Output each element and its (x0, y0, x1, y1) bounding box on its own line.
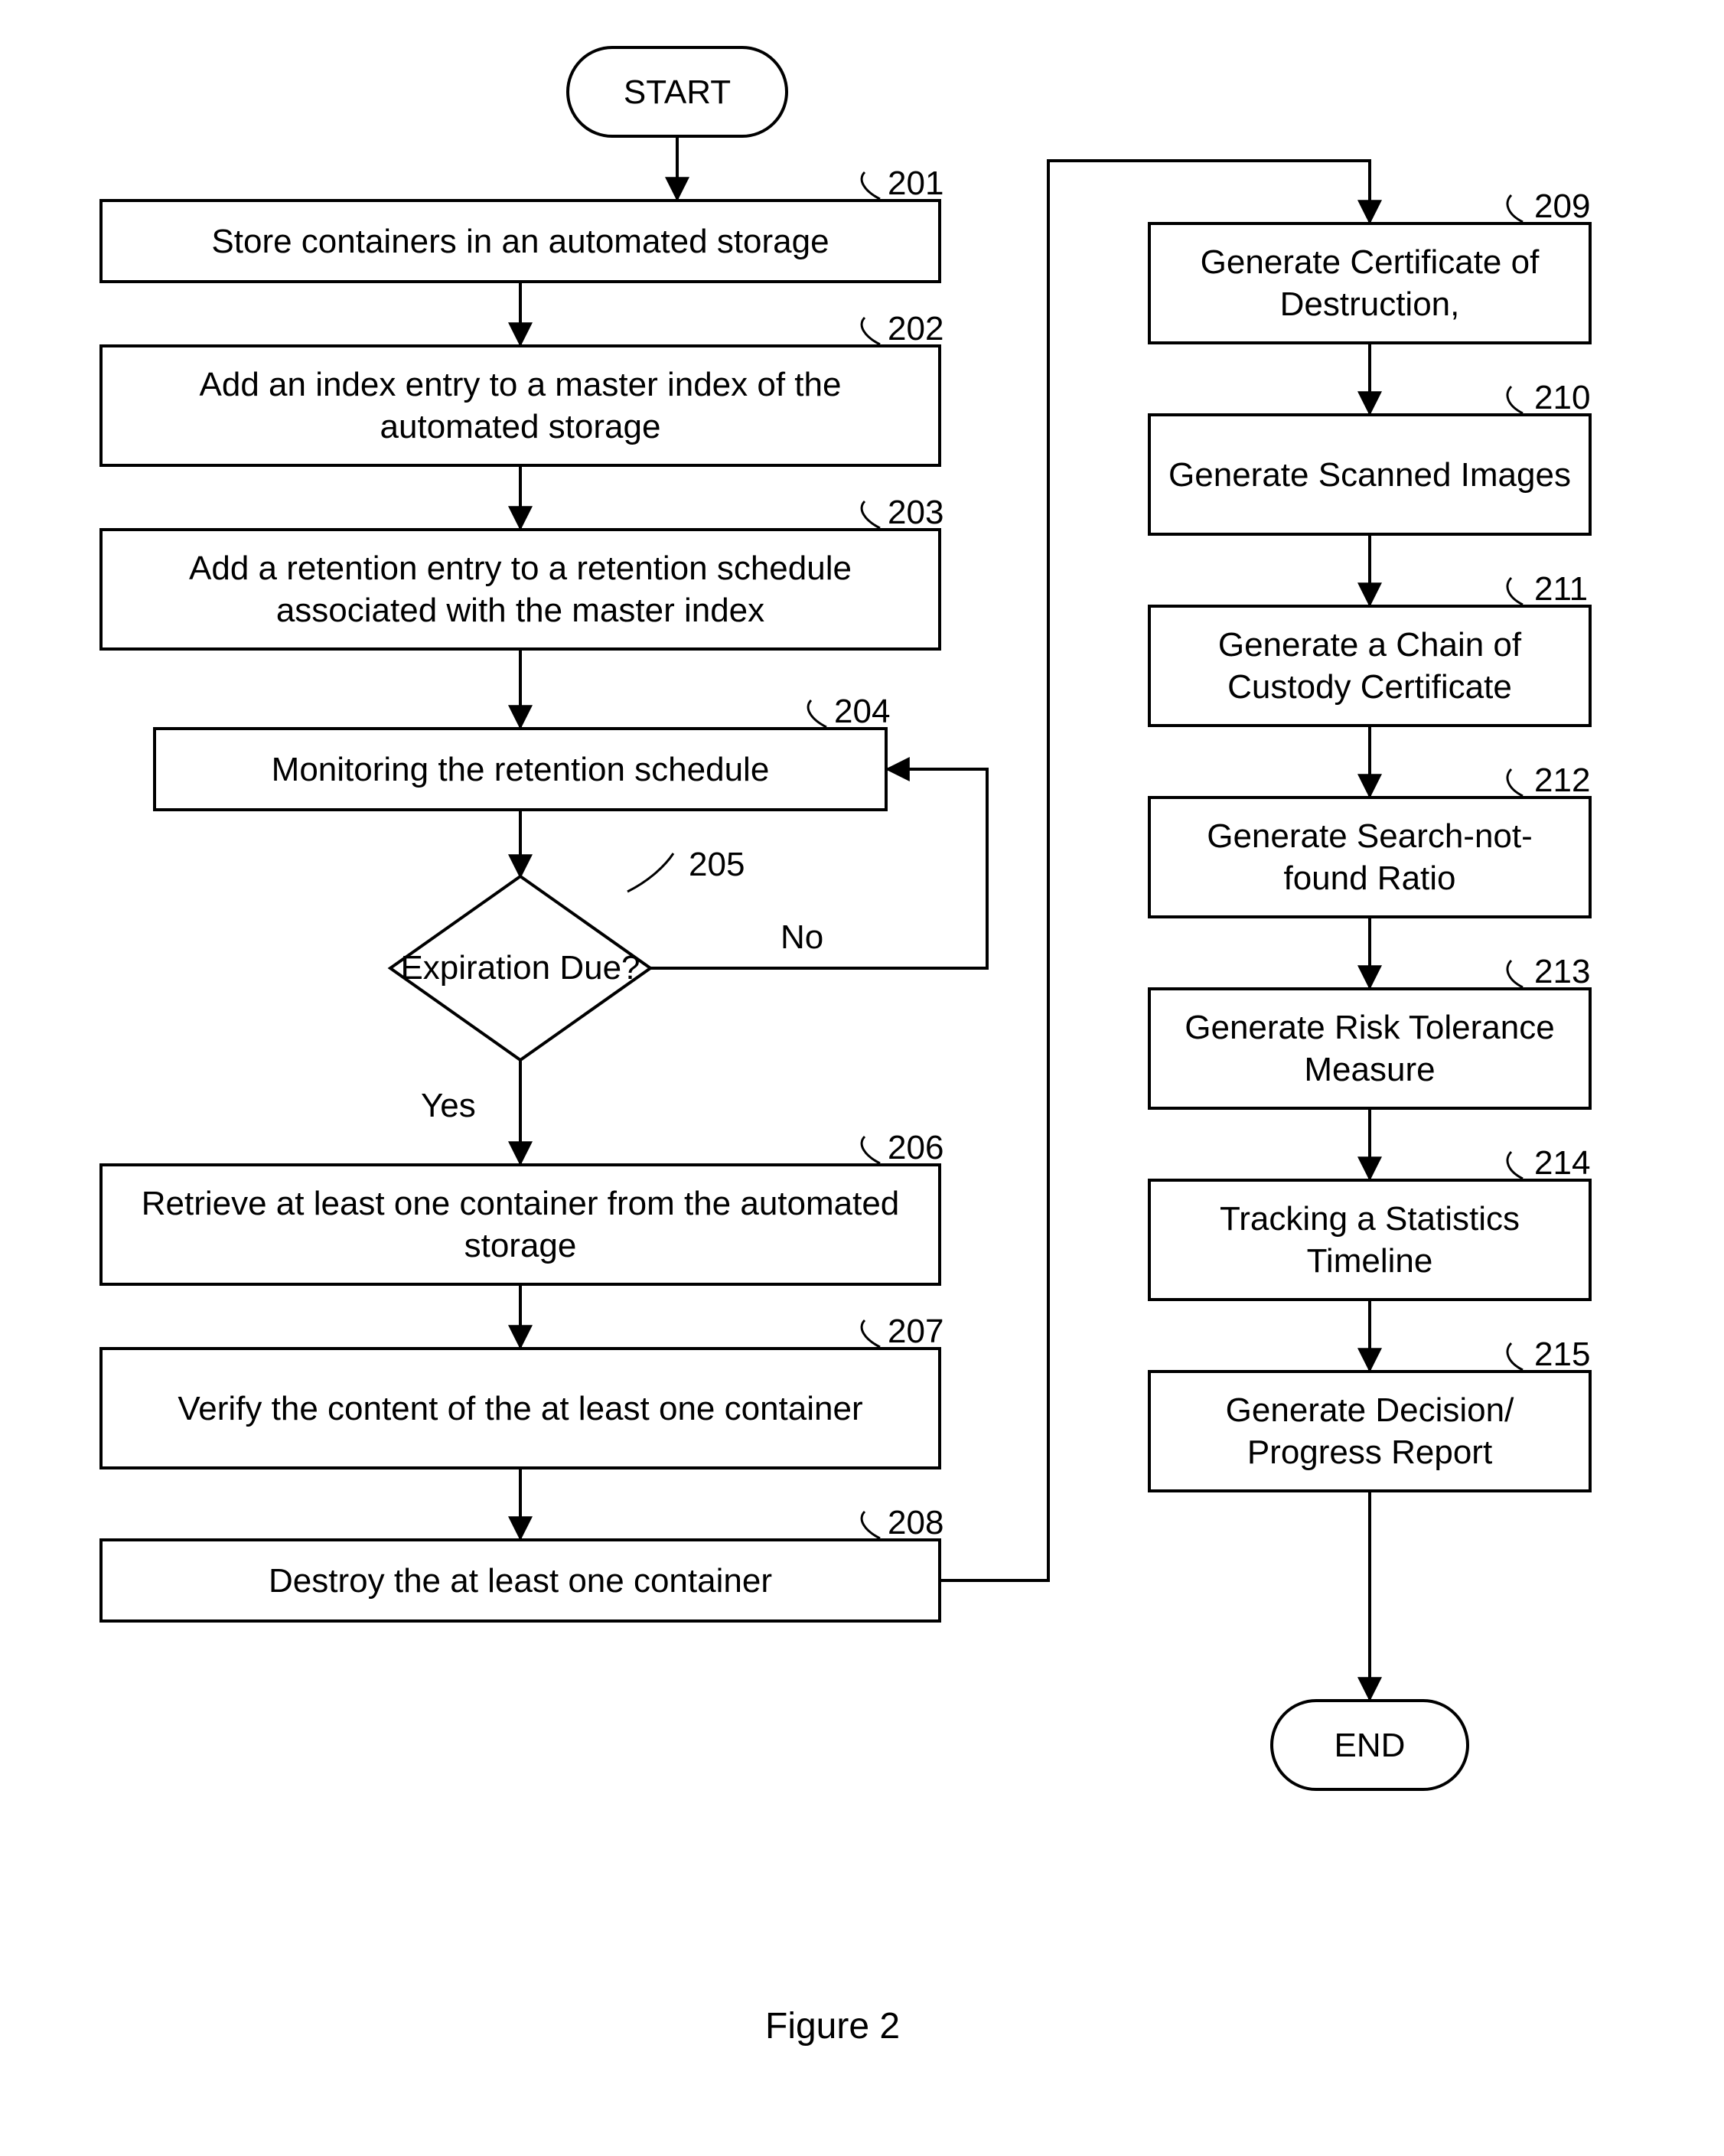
ref-206: 206 (888, 1129, 943, 1167)
process-214: Tracking a Statistics Timeline (1148, 1179, 1592, 1301)
ref-210: 210 (1534, 379, 1590, 417)
process-211-text: Generate a Chain of Custody Certificate (1166, 624, 1573, 708)
leader-210 (1507, 387, 1523, 413)
process-206: Retrieve at least one container from the… (99, 1163, 941, 1286)
ref-214: 214 (1534, 1144, 1590, 1182)
ref-201: 201 (888, 165, 943, 203)
process-211: Generate a Chain of Custody Certificate (1148, 605, 1592, 727)
process-202-text: Add an index entry to a master index of … (118, 364, 923, 448)
end-node: END (1270, 1699, 1469, 1791)
start-node: START (566, 46, 788, 138)
process-214-text: Tracking a Statistics Timeline (1166, 1198, 1573, 1282)
leader-202 (862, 318, 880, 344)
process-207-text: Verify the content of the at least one c… (178, 1388, 862, 1430)
ref-209: 209 (1534, 188, 1590, 226)
leader-203 (862, 501, 880, 528)
process-203: Add a retention entry to a retention sch… (99, 528, 941, 651)
ref-207: 207 (888, 1313, 943, 1351)
leader-208 (862, 1512, 880, 1538)
process-207: Verify the content of the at least one c… (99, 1347, 941, 1469)
process-215-text: Generate Decision/ Progress Report (1166, 1389, 1573, 1473)
leader-206 (862, 1137, 880, 1163)
flowchart-canvas: START END Store containers in an automat… (0, 0, 1724, 2156)
process-208-text: Destroy the at least one container (269, 1560, 772, 1602)
leader-214 (1507, 1152, 1523, 1179)
figure-caption: Figure 2 (765, 2005, 900, 2047)
ref-202: 202 (888, 310, 943, 348)
process-208: Destroy the at least one container (99, 1538, 941, 1623)
process-209: Generate Certificate of Destruction, (1148, 222, 1592, 344)
leader-211 (1507, 578, 1523, 605)
leader-213 (1507, 961, 1523, 987)
leader-209 (1507, 195, 1523, 222)
process-204-text: Monitoring the retention schedule (272, 749, 770, 791)
start-text: START (624, 71, 731, 113)
leader-212 (1507, 769, 1523, 796)
decision-205-text: Expiration Due? (400, 949, 640, 987)
process-209-text: Generate Certificate of Destruction, (1166, 241, 1573, 325)
ref-212: 212 (1534, 762, 1590, 800)
leader-204 (808, 700, 826, 727)
process-210-text: Generate Scanned Images (1168, 454, 1571, 496)
leader-215 (1507, 1343, 1523, 1370)
ref-208: 208 (888, 1504, 943, 1542)
label-yes: Yes (421, 1087, 476, 1125)
ref-213: 213 (1534, 953, 1590, 991)
leader-201 (862, 172, 880, 199)
process-206-text: Retrieve at least one container from the… (118, 1182, 923, 1267)
process-213-text: Generate Risk Tolerance Measure (1166, 1006, 1573, 1091)
process-213: Generate Risk Tolerance Measure (1148, 987, 1592, 1110)
ref-215: 215 (1534, 1336, 1590, 1374)
ref-204: 204 (834, 693, 890, 731)
decision-205: Expiration Due? (390, 876, 650, 1060)
process-215: Generate Decision/ Progress Report (1148, 1370, 1592, 1492)
process-201-text: Store containers in an automated storage (211, 220, 829, 263)
process-204: Monitoring the retention schedule (153, 727, 888, 811)
ref-203: 203 (888, 494, 943, 532)
ref-205: 205 (689, 846, 745, 884)
process-210: Generate Scanned Images (1148, 413, 1592, 536)
ref-211: 211 (1534, 570, 1588, 608)
process-202: Add an index entry to a master index of … (99, 344, 941, 467)
process-201: Store containers in an automated storage (99, 199, 941, 283)
process-212-text: Generate Search-not-found Ratio (1166, 815, 1573, 899)
leader-207 (862, 1320, 880, 1347)
end-text: END (1335, 1724, 1406, 1766)
process-212: Generate Search-not-found Ratio (1148, 796, 1592, 918)
label-no: No (781, 918, 823, 957)
process-203-text: Add a retention entry to a retention sch… (118, 547, 923, 631)
